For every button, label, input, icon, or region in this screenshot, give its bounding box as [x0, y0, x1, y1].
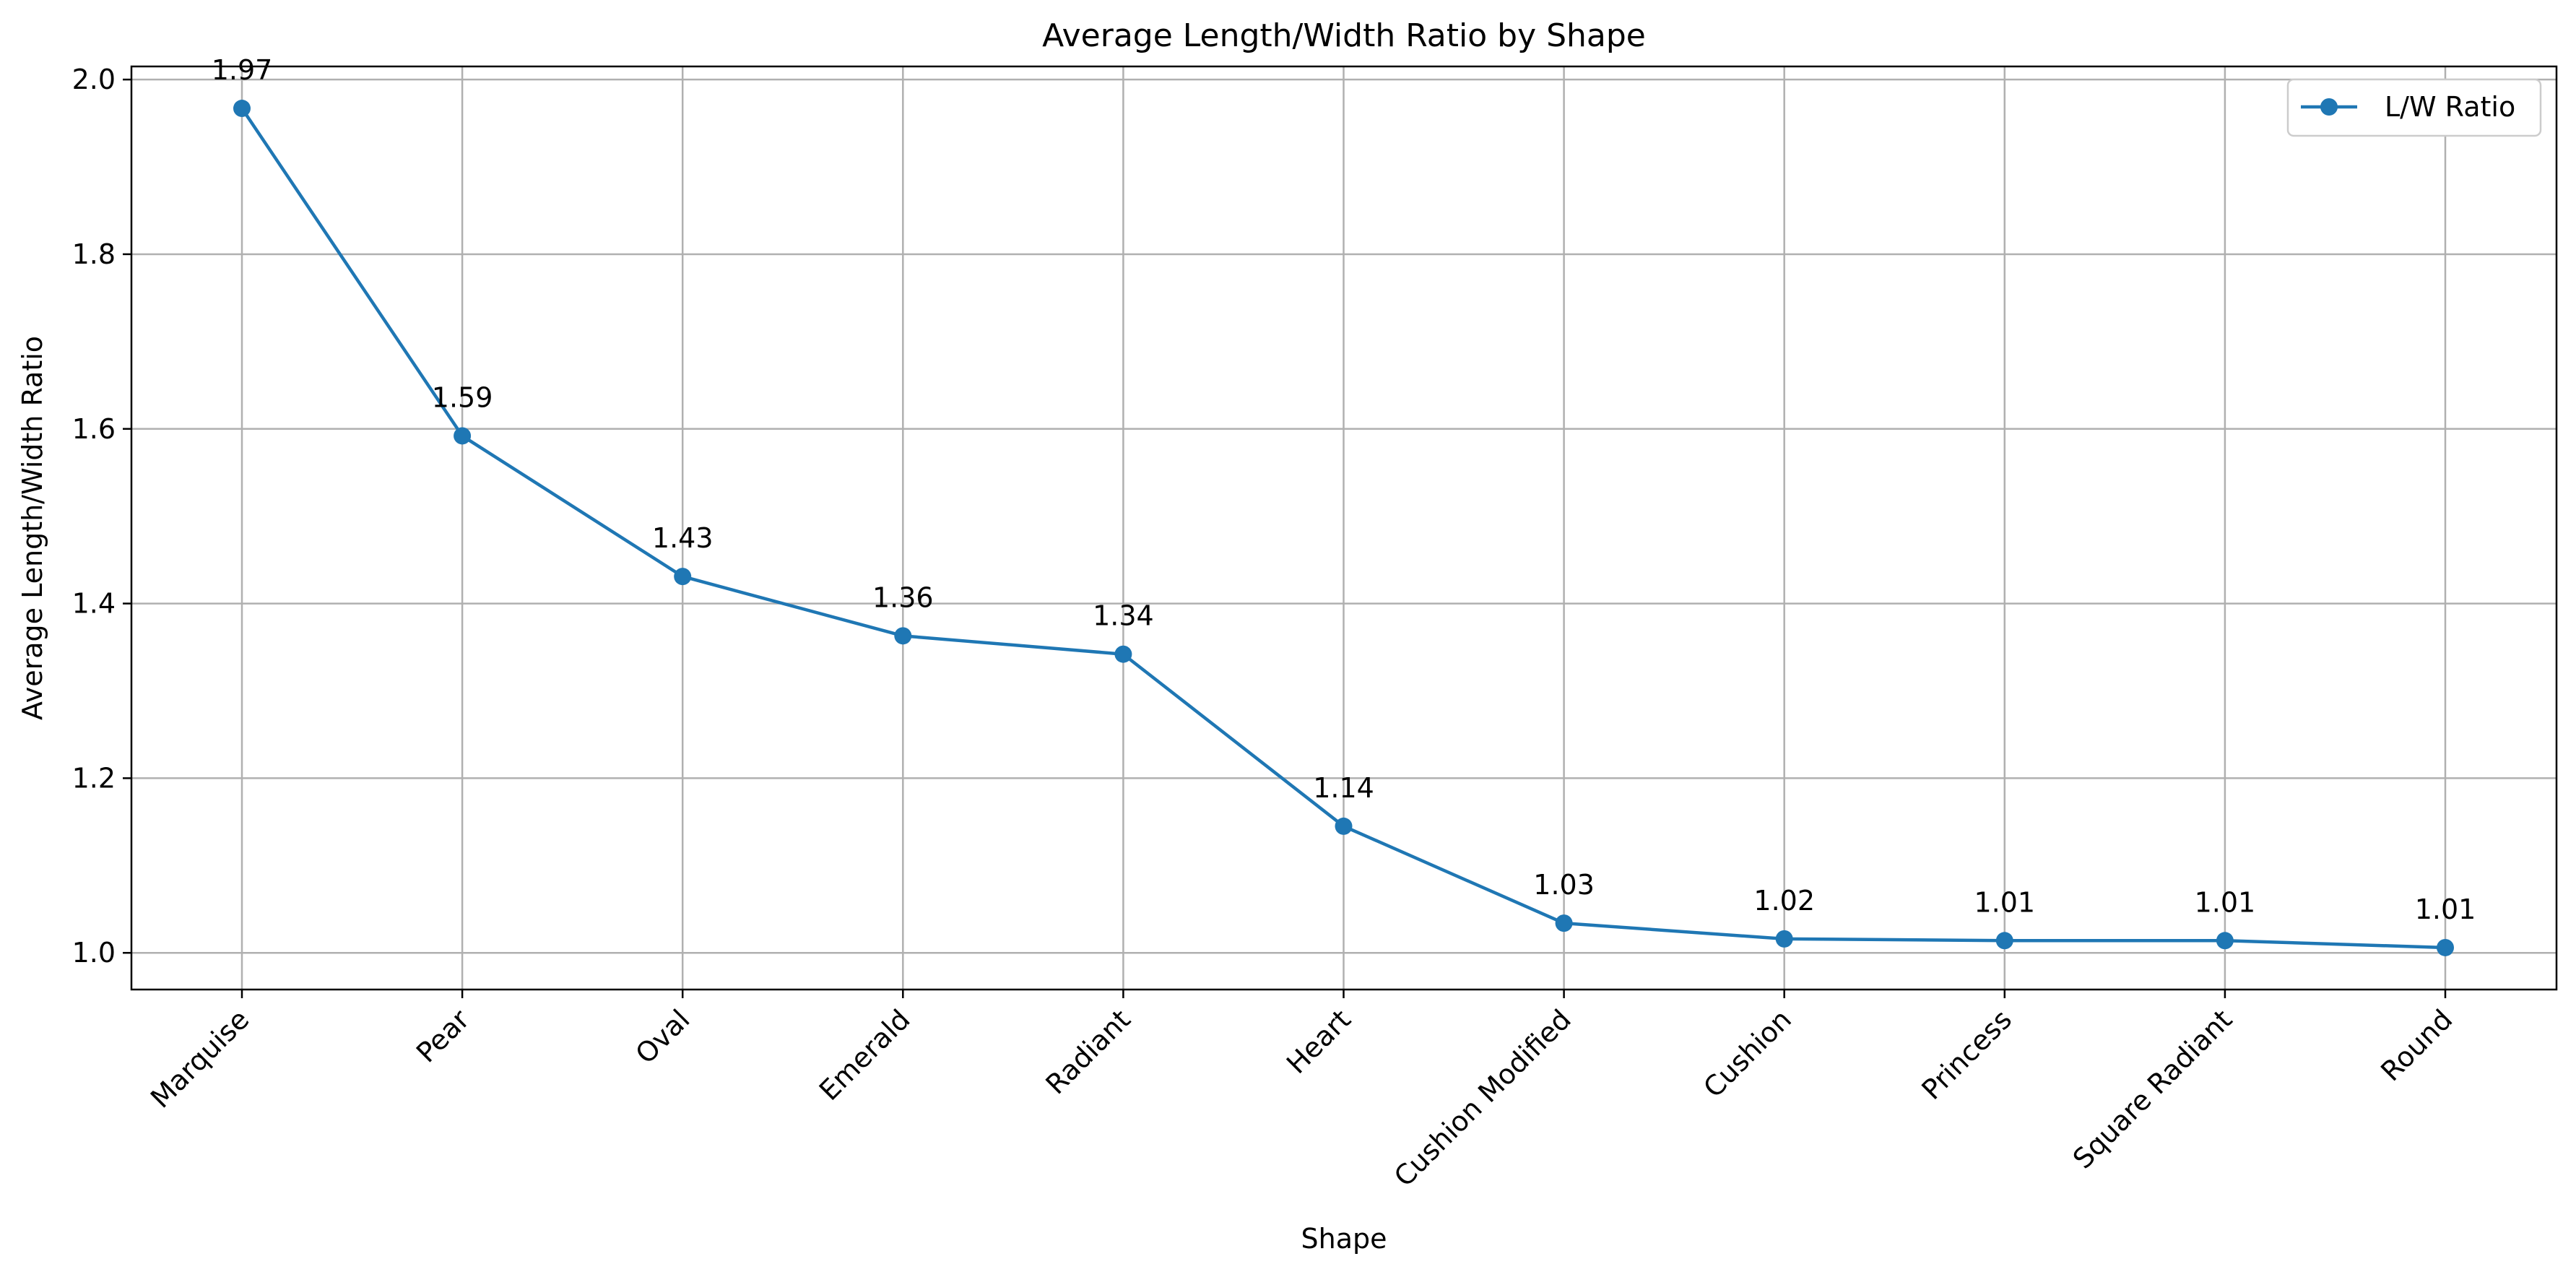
data-point: [674, 568, 692, 586]
y-tick-label: 1.0: [72, 937, 116, 969]
data-point: [454, 427, 472, 445]
data-point: [2437, 938, 2454, 956]
data-label: 1.36: [872, 581, 934, 613]
data-label: 1.43: [652, 522, 714, 554]
y-axis-title: Average Length/Width Ratio: [17, 336, 48, 720]
data-label: 1.03: [1533, 869, 1595, 901]
data-label: 1.14: [1313, 772, 1374, 804]
data-point: [1114, 645, 1132, 663]
chart-title: Average Length/Width Ratio by Shape: [1042, 17, 1646, 54]
data-point: [894, 627, 912, 645]
x-axis-title: Shape: [1301, 1223, 1387, 1255]
y-tick-label: 1.4: [72, 588, 116, 620]
data-label: 1.02: [1753, 885, 1815, 917]
y-tick-label: 1.6: [72, 413, 116, 445]
data-point: [1335, 817, 1353, 835]
y-tick-label: 1.8: [72, 238, 116, 270]
data-point: [1995, 932, 2013, 950]
data-point: [1555, 914, 1573, 932]
legend-marker: [2320, 98, 2338, 116]
legend: L/W Ratio: [2286, 78, 2542, 137]
data-point: [2216, 932, 2234, 950]
grid-lines: [131, 66, 2557, 990]
legend-label: L/W Ratio: [2385, 91, 2515, 123]
legend-box: [2286, 78, 2542, 137]
data-label: 1.59: [432, 381, 493, 413]
series-layer: [233, 100, 2454, 956]
data-labels: 1.97 1.59 1.43 1.36 1.34 1.14 1.03 1.02 1.01 1.01…: [212, 54, 2476, 925]
data-label: 1.97: [212, 54, 273, 86]
y-tick-label: 2.0: [72, 64, 116, 95]
data-point: [233, 100, 251, 118]
data-label: 1.01: [2195, 886, 2256, 918]
data-point: [1775, 930, 1793, 948]
data-label: 1.01: [1974, 886, 2035, 918]
y-axis-ticks: 1.0 1.2 1.4 1.6 1.8 2.0: [72, 64, 131, 969]
data-label: 1.34: [1093, 600, 1154, 632]
y-tick-label: 1.2: [72, 762, 116, 794]
data-label: 1.01: [2415, 893, 2476, 925]
